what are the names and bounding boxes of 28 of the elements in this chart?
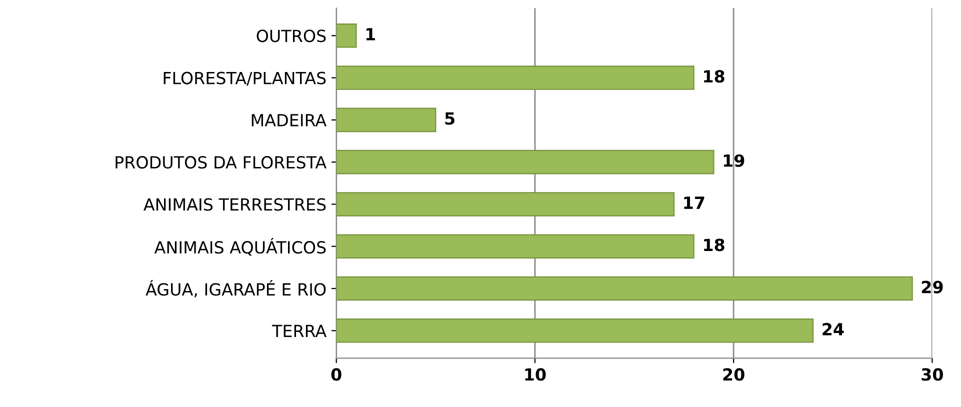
bar xyxy=(336,318,814,343)
y-tick-label: MADEIRA xyxy=(252,114,326,126)
data-label: 18 xyxy=(704,70,724,83)
data-label: 17 xyxy=(684,196,704,209)
x-tick-label: 0 xyxy=(331,368,342,381)
y-tick-label: PRODUTOS DA FLORESTA xyxy=(116,156,326,169)
y-tick-label: FLORESTA/PLANTAS xyxy=(164,72,326,86)
data-label: 19 xyxy=(724,154,744,167)
data-label: 5 xyxy=(445,112,454,125)
data-label: 24 xyxy=(822,322,844,336)
bar xyxy=(336,66,694,90)
bar xyxy=(336,234,694,259)
bar xyxy=(336,108,436,132)
data-label: 1 xyxy=(366,28,375,40)
y-tick-label: OUTROS xyxy=(256,30,326,42)
y-tick-label: ANIMAIS AQUÁTICOS xyxy=(154,238,326,256)
bar xyxy=(336,23,357,48)
bar xyxy=(336,150,714,174)
y-tick-label: ÁGUA, IGARAPÉ E RIO xyxy=(146,280,326,298)
bar xyxy=(336,192,675,216)
data-label: 29 xyxy=(922,280,943,294)
y-tick-label: TERRA xyxy=(272,324,326,337)
y-tick-label: ANIMAIS TERRESTRES xyxy=(144,198,326,211)
x-tick-label: 30 xyxy=(922,368,943,381)
data-label: 18 xyxy=(704,238,724,252)
x-tick-label: 20 xyxy=(723,368,744,381)
x-tick-label: 10 xyxy=(525,368,546,381)
bar xyxy=(336,276,913,301)
